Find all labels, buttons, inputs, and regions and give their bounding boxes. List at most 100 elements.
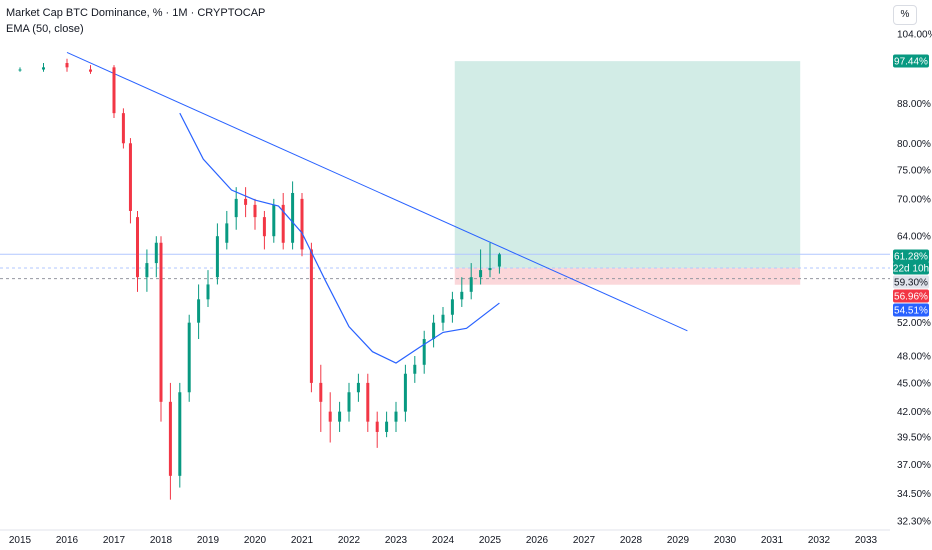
y-tick-label: 45.00% xyxy=(897,378,931,389)
candle-body[interactable] xyxy=(154,242,158,264)
price-badge-label: 54.51% xyxy=(894,306,928,317)
candle-body[interactable] xyxy=(319,382,323,402)
x-tick-label: 2024 xyxy=(432,535,455,546)
candle-body[interactable] xyxy=(469,277,473,292)
ema-layer xyxy=(179,112,500,364)
candle-body[interactable] xyxy=(253,204,257,218)
candle-body[interactable] xyxy=(187,322,191,393)
candle-body[interactable] xyxy=(262,217,266,237)
candle-body[interactable] xyxy=(197,299,201,323)
price-badge-label: 59.30% xyxy=(894,278,928,289)
candle-body[interactable] xyxy=(159,242,163,402)
candle-body[interactable] xyxy=(356,382,360,393)
y-tick-label: 37.00% xyxy=(897,460,931,471)
y-tick-label: 70.00% xyxy=(897,194,931,205)
indicator-legend[interactable]: EMA (50, close) xyxy=(6,23,84,35)
price-badge xyxy=(893,303,929,317)
y-axis[interactable]: 104.00% 88.00% 80.00% 75.00% 70.00% 64.00% 52.… xyxy=(897,30,932,528)
candle-body[interactable] xyxy=(215,236,219,278)
candle-body[interactable] xyxy=(281,204,285,243)
candle-body[interactable] xyxy=(112,67,116,114)
candle-body[interactable] xyxy=(244,198,248,205)
candle-body[interactable] xyxy=(234,198,238,218)
x-tick-label: 2016 xyxy=(56,535,79,546)
x-tick-label: 2017 xyxy=(103,535,126,546)
candle-body[interactable] xyxy=(460,291,464,300)
candle-body[interactable] xyxy=(89,69,92,72)
x-tick-label: 2019 xyxy=(197,535,220,546)
candle-body[interactable] xyxy=(65,63,69,68)
candle-body[interactable] xyxy=(145,263,149,278)
candle-body[interactable] xyxy=(441,314,445,323)
price-badge xyxy=(893,261,929,275)
candles-layer xyxy=(18,58,501,500)
x-tick-label: 2025 xyxy=(479,535,502,546)
candle-body[interactable] xyxy=(488,267,492,271)
x-tick-label: 2021 xyxy=(291,535,314,546)
candle-body[interactable] xyxy=(422,339,426,365)
candle-body[interactable] xyxy=(375,421,379,432)
chart-title: Market Cap BTC Dominance, % · 1M · CRYPT… xyxy=(6,7,266,19)
price-badge-label: 61.28% xyxy=(894,252,928,263)
y-tick-label: 32.30% xyxy=(897,517,931,528)
price-badges: 97.44% 61.28%22d 10h 59.30% 56.96% 54.51% xyxy=(893,54,929,317)
y-tick-label: 80.00% xyxy=(897,139,931,150)
y-tick-label: 52.00% xyxy=(897,318,931,329)
candle-body[interactable] xyxy=(300,198,304,250)
candle-body[interactable] xyxy=(121,113,125,144)
x-tick-label: 2020 xyxy=(244,535,267,546)
x-tick-label: 2032 xyxy=(808,535,831,546)
ema-line[interactable] xyxy=(179,112,500,364)
trendline-layer xyxy=(66,51,688,332)
candle-body[interactable] xyxy=(432,322,436,340)
price-badge-label: 56.96% xyxy=(894,292,928,303)
candle-body[interactable] xyxy=(497,254,501,267)
candle-body[interactable] xyxy=(450,299,454,315)
candle-body[interactable] xyxy=(366,382,370,422)
candle-body[interactable] xyxy=(403,373,407,412)
candle-body[interactable] xyxy=(347,392,351,412)
price-badge xyxy=(893,54,929,68)
candle-body[interactable] xyxy=(272,204,276,237)
candle-body[interactable] xyxy=(168,401,172,476)
unit-selector[interactable]: % xyxy=(893,5,917,25)
candle-body[interactable] xyxy=(385,421,389,432)
x-tick-label: 2018 xyxy=(150,535,173,546)
x-tick-label: 2030 xyxy=(714,535,737,546)
y-tick-label: 42.00% xyxy=(897,407,931,418)
candle-body[interactable] xyxy=(225,223,229,243)
y-tick-label: 64.00% xyxy=(897,232,931,243)
y-tick-label: 48.00% xyxy=(897,352,931,363)
price-badge xyxy=(893,249,929,263)
x-tick-label: 2033 xyxy=(855,535,878,546)
price-badge-label: 97.44% xyxy=(894,57,928,68)
candle-body[interactable] xyxy=(479,270,483,278)
candle-body[interactable] xyxy=(309,249,313,383)
price-badge xyxy=(893,275,929,289)
y-tick-label: 75.00% xyxy=(897,166,931,177)
x-tick-label: 2029 xyxy=(667,535,690,546)
candle-body[interactable] xyxy=(338,411,342,422)
candle-body[interactable] xyxy=(42,67,45,70)
x-tick-label: 2022 xyxy=(338,535,361,546)
candle-body[interactable] xyxy=(128,143,132,211)
candle-body[interactable] xyxy=(136,217,139,278)
candle-body[interactable] xyxy=(328,411,332,422)
candle-body[interactable] xyxy=(291,192,295,243)
y-tick-label: 104.00% xyxy=(897,30,932,41)
y-tick-label: 39.50% xyxy=(897,433,931,444)
candle-body[interactable] xyxy=(178,392,182,476)
candle-body[interactable] xyxy=(394,411,398,422)
candle-body[interactable] xyxy=(18,69,22,71)
x-tick-label: 2027 xyxy=(573,535,596,546)
price-badge-label: 22d 10h xyxy=(893,264,929,275)
candle-body[interactable] xyxy=(206,284,210,300)
x-tick-label: 2015 xyxy=(9,535,32,546)
x-axis[interactable]: 2015 2016 2017 2018 2019 2020 2021 2022 2023 2024… xyxy=(0,529,890,546)
candle-body[interactable] xyxy=(413,364,417,374)
price-badge xyxy=(893,289,929,303)
trendline[interactable] xyxy=(66,51,688,332)
zones-layer xyxy=(454,61,801,285)
